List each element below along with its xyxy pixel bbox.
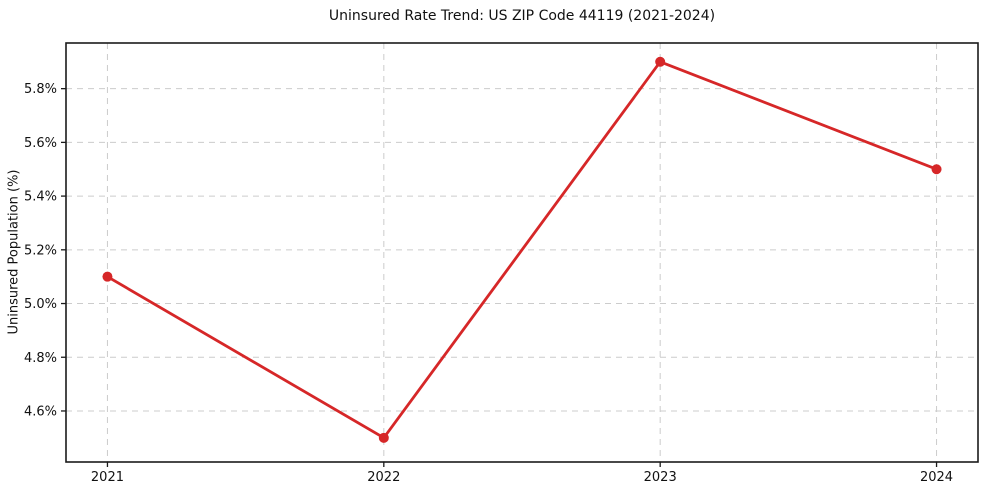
chart-title: Uninsured Rate Trend: US ZIP Code 44119 …	[328, 8, 716, 24]
trend-line	[106, 60, 938, 440]
y-tick-label: 4.8%	[24, 351, 57, 366]
y-tick-label: 5.2%	[24, 243, 57, 258]
y-tick-label: 5.8%	[24, 82, 57, 97]
x-tick-label: 2021	[91, 470, 124, 485]
y-tick-label: 5.0%	[24, 297, 57, 312]
x-tick-label: 2022	[367, 470, 400, 485]
data-point-2024	[931, 164, 942, 175]
plot-border	[65, 42, 979, 463]
data-point-2022	[378, 432, 389, 443]
y-tick-label: 5.6%	[24, 136, 57, 151]
x-tick-label: 2023	[644, 470, 677, 485]
y-tick-label: 4.6%	[24, 404, 57, 419]
x-tick-label: 2024	[920, 470, 953, 485]
data-point-2023	[655, 56, 666, 67]
y-tick-label: 5.4%	[24, 190, 57, 205]
data-point-2021	[102, 271, 113, 282]
